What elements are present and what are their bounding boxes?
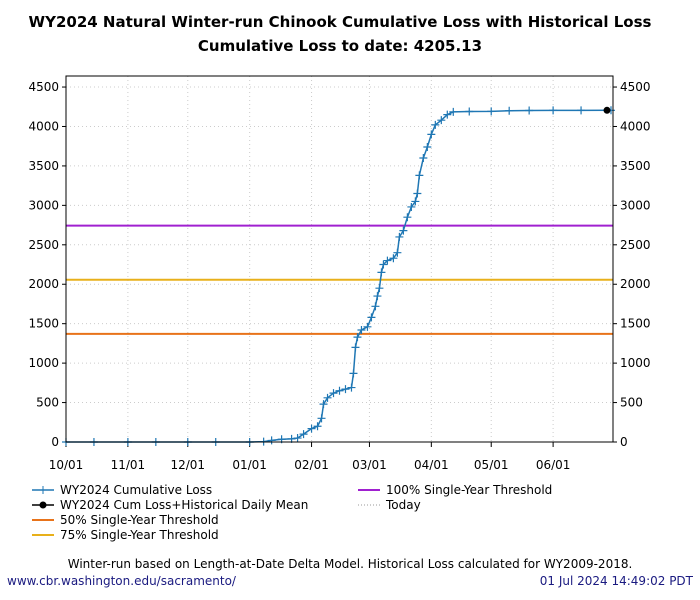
y-tick-label-right: 4500 [620, 80, 651, 94]
y-tick-label: 2500 [28, 238, 59, 252]
cumulative-loss-point [335, 386, 344, 395]
cumulative-loss-point [367, 313, 376, 322]
cumulative-loss-point [379, 260, 388, 269]
legend-label: 50% Single-Year Threshold [60, 513, 219, 527]
y-tick-label: 0 [51, 435, 59, 449]
chart-subtitle: Cumulative Loss to date: 4205.13 [197, 37, 483, 55]
cumulative-loss-point [319, 400, 328, 409]
x-tick-label: 12/01 [170, 458, 205, 470]
y-tick-label-right: 2000 [620, 277, 651, 291]
y-tick-label: 3000 [28, 198, 59, 212]
x-tick-label: 06/01 [536, 458, 571, 470]
cumulative-loss-point [393, 248, 402, 257]
cumulative-loss-point [293, 434, 302, 443]
cumulative-loss-point [443, 110, 452, 119]
plot-frame [65, 75, 614, 443]
cumulative-loss-point [383, 256, 392, 265]
cumulative-loss-point [357, 325, 366, 334]
x-tick-label: 01/01 [232, 458, 267, 470]
cumulative-loss-point [407, 202, 416, 211]
cumulative-loss-point [341, 385, 350, 394]
cumulative-loss-point [323, 393, 332, 402]
y-tick-label-right: 2500 [620, 238, 651, 252]
cumulative-loss-point [347, 383, 356, 392]
legend-item-cumulative: WY2024 Cumulative Loss [32, 483, 212, 497]
cumulative-loss-point [349, 369, 358, 378]
chart-title: WY2024 Natural Winter-run Chinook Cumula… [28, 13, 652, 31]
cumulative-loss-point [371, 302, 380, 311]
cumulative-loss-point [399, 226, 408, 235]
y-tick-label: 3500 [28, 159, 59, 173]
cumulative-loss-point [377, 268, 386, 277]
cumulative-loss-point [395, 232, 404, 241]
cumulative-loss-point [449, 107, 458, 116]
cumulative-loss-point [353, 333, 362, 342]
x-tick-label: 10/01 [49, 458, 84, 470]
y-tick-label-right: 4000 [620, 119, 651, 133]
y-tick-label-right: 500 [620, 396, 643, 410]
y-tick-label-right: 1500 [620, 317, 651, 331]
cumulative-loss-point [373, 292, 382, 301]
cumulative-loss-point [389, 254, 398, 263]
cumulative-loss-point [419, 154, 428, 163]
cumulative-loss-point [403, 213, 412, 222]
y-tick-label-right: 1000 [620, 356, 651, 370]
cumulative-loss-line [66, 109, 612, 443]
y-tick-label-right: 3500 [620, 159, 651, 173]
y-tick-label: 1500 [28, 317, 59, 331]
y-tick-label: 4500 [28, 80, 59, 94]
legend-item-50pct: 50% Single-Year Threshold [32, 513, 219, 527]
cumulative-loss-point [427, 130, 436, 139]
legend-label: 75% Single-Year Threshold [60, 528, 219, 542]
x-tick-label: 02/01 [294, 458, 329, 470]
x-tick-label: 03/01 [352, 458, 387, 470]
y-tick-label: 500 [36, 396, 59, 410]
cumulative-loss-point [431, 120, 440, 129]
cumulative-loss-point [415, 171, 424, 180]
y-tick-label: 2000 [28, 277, 59, 291]
footer-timestamp: 01 Jul 2024 14:49:02 PDT [539, 574, 693, 588]
footer-note: Winter-run based on Length-at-Date Delta… [67, 557, 633, 571]
cumulative-loss-point [267, 436, 276, 445]
chart-plot: 0 0 500 500 1000 1000 1500 1500 2000 2000 2500 2500… [28, 75, 651, 470]
y-tick-label-right: 3000 [620, 198, 651, 212]
cumulative-loss-point [549, 106, 558, 115]
legend-label: Today [386, 498, 421, 512]
cumulative-loss-point [299, 430, 308, 439]
cumulative-loss-point [465, 107, 474, 116]
cumulative-loss-point [487, 107, 496, 116]
cumulative-loss-point [363, 322, 372, 331]
cumulative-loss-point [317, 414, 326, 423]
cumulative-loss-point [411, 197, 420, 206]
y-tick-label: 4000 [28, 119, 59, 133]
legend-item-75pct: 75% Single-Year Threshold [32, 528, 219, 542]
cumulative-loss-point [437, 116, 446, 125]
cumulative-loss-point [413, 189, 422, 198]
cumulative-loss-point [577, 106, 586, 115]
y-tick-label: 1000 [28, 356, 59, 370]
cumulative-loss-point [329, 389, 338, 398]
x-tick-label: 11/01 [111, 458, 146, 470]
legend-label: 100% Single-Year Threshold [386, 483, 553, 497]
legend-item-today: Today [358, 498, 421, 512]
cumulative-loss-point [307, 424, 316, 433]
cumulative-loss-point [351, 343, 360, 352]
legend-label: WY2024 Cumulative Loss [60, 483, 213, 497]
cumulative-loss-point [505, 106, 514, 115]
cumulative-loss-point [525, 106, 534, 115]
historical-mean-point [603, 106, 611, 114]
legend-item-historical: WY2024 Cum Loss+Historical Daily Mean [32, 498, 308, 512]
cumulative-loss-point [423, 142, 432, 151]
x-tick-label: 05/01 [474, 458, 509, 470]
x-tick-label: 04/01 [414, 458, 449, 470]
cumulative-loss-point [313, 422, 322, 431]
footer-url-link[interactable]: www.cbr.washington.edu/sacramento/ [7, 574, 236, 588]
legend-label: WY2024 Cum Loss+Historical Daily Mean [60, 498, 309, 512]
legend-item-100pct: 100% Single-Year Threshold [358, 483, 552, 497]
cumulative-loss-point [375, 284, 384, 293]
y-tick-label-right: 0 [620, 435, 628, 449]
